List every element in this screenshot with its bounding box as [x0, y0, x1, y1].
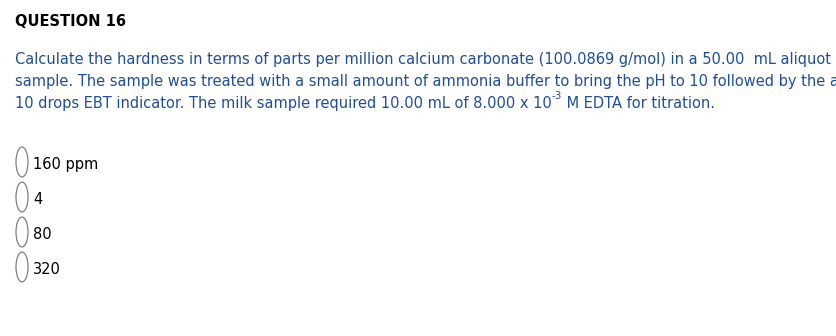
Text: M EDTA for titration.: M EDTA for titration. — [562, 96, 714, 111]
Text: 80: 80 — [33, 227, 52, 242]
Text: sample. The sample was treated with a small amount of ammonia buffer to bring th: sample. The sample was treated with a sm… — [15, 74, 836, 89]
Text: -3: -3 — [551, 91, 562, 101]
Text: 160 ppm: 160 ppm — [33, 157, 98, 172]
Text: 320: 320 — [33, 262, 61, 277]
Text: QUESTION 16: QUESTION 16 — [15, 14, 126, 29]
Text: 10 drops EBT indicator. The milk sample required 10.00 mL of 8.000 x 10: 10 drops EBT indicator. The milk sample … — [15, 96, 551, 111]
Text: 4: 4 — [33, 192, 42, 207]
Text: Calculate the hardness in terms of parts per million calcium carbonate (100.0869: Calculate the hardness in terms of parts… — [15, 52, 836, 67]
